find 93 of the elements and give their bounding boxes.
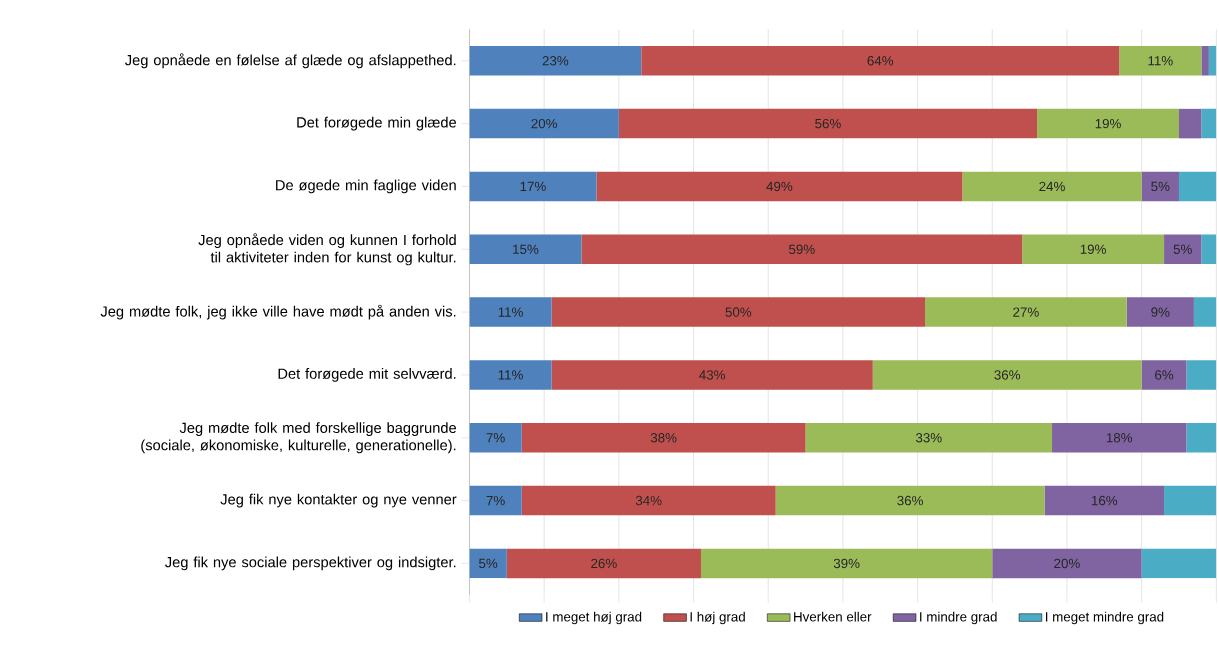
data-label: 6% (1155, 370, 1174, 380)
bar (1022, 234, 1165, 265)
data-label: 16% (1091, 496, 1118, 506)
bar (700, 548, 993, 579)
bar (469, 360, 552, 390)
bar (1141, 548, 1217, 579)
bar (1037, 109, 1179, 139)
bar (618, 109, 1038, 139)
bar (1052, 423, 1187, 453)
bar (1178, 109, 1202, 139)
bar (469, 423, 522, 453)
bar (551, 297, 926, 328)
y-tick-label: Jeg fik nye sociale perspektiver og indsigter. (165, 556, 456, 571)
data-label: 24% (1039, 181, 1065, 192)
legend-label: I meget høj grad (546, 611, 642, 625)
bar (872, 360, 1142, 390)
data-label: 9% (1151, 307, 1170, 318)
data-label: 19% (1095, 119, 1121, 129)
bar (581, 234, 1023, 265)
data-label: 23% (542, 56, 569, 66)
data-label: 17% (520, 182, 546, 192)
bar (1186, 360, 1217, 390)
data-label: 20% (531, 119, 558, 129)
legend-label: I meget mindre grad (1046, 611, 1164, 625)
y-tick-label: Jeg fik nye kontakter og nye venner (220, 494, 457, 508)
data-label: 18% (1106, 433, 1133, 443)
data-label: 11% (1148, 56, 1173, 66)
data-label: 11% (498, 307, 523, 318)
data-label: 27% (1013, 307, 1039, 318)
data-label: 15% (513, 244, 539, 255)
y-tick-label: Det forøgede mit selvværd. (278, 368, 456, 382)
bar (1201, 109, 1217, 139)
data-label: 26% (591, 558, 617, 569)
data-label: 5% (1173, 244, 1192, 255)
legend-label: I mindre grad (920, 611, 997, 625)
bar (1126, 297, 1194, 328)
bar (641, 46, 1120, 76)
bar (1201, 46, 1209, 76)
data-label: 34% (635, 496, 662, 506)
y-tick-label: Jeg opnåede viden og kunnen I forhold til aktiviteter inden for kunst og kultur. (198, 233, 456, 266)
bar (992, 548, 1142, 579)
bar (775, 486, 1045, 516)
legend-label: I høj grad (690, 611, 745, 625)
y-tick-label: Jeg mødte folk, jeg ikke ville have mødt på anden vis. (100, 304, 456, 320)
bar (469, 486, 522, 516)
bar (1119, 46, 1202, 76)
bar (1201, 234, 1217, 265)
bar (962, 171, 1142, 202)
data-label: 38% (650, 433, 677, 443)
bar (1044, 486, 1165, 516)
data-label: 39% (833, 558, 860, 569)
data-label: 7% (486, 433, 505, 443)
data-label: 33% (915, 433, 942, 443)
data-label: 50% (725, 307, 752, 318)
data-label: 20% (1054, 558, 1080, 569)
data-label: 56% (815, 119, 841, 129)
y-tick-label: Jeg mødte folk med forskellige baggrunde (sociale, økonomiske, kulturelle, generationelle). (141, 422, 457, 454)
data-label: 5% (1151, 181, 1170, 192)
bar (1178, 171, 1217, 202)
data-label: 36% (897, 496, 923, 506)
bar (1208, 46, 1217, 76)
bar (1164, 234, 1202, 265)
bar (469, 46, 642, 76)
data-label: 59% (789, 244, 815, 255)
bar (521, 486, 776, 516)
bar (596, 171, 963, 202)
bar (805, 423, 1053, 453)
legend-label: Hverken eller (794, 611, 872, 622)
y-tick-label: Det forøgede min glæde (297, 117, 457, 131)
bar (925, 297, 1127, 328)
bar (469, 171, 597, 202)
y-tick-label: De øgede min faglige viden (276, 179, 456, 194)
bar (469, 297, 552, 328)
bar (551, 360, 873, 390)
data-label: 5% (479, 558, 498, 569)
data-label: 64% (867, 56, 894, 66)
data-label: 49% (766, 181, 793, 192)
y-tick-label: Jeg opnåede en følelse af glæde og afslappethed. (125, 53, 456, 69)
data-label: 11% (498, 370, 523, 380)
bar (506, 548, 701, 579)
bar (1141, 360, 1187, 390)
bar (469, 234, 582, 265)
bar (469, 548, 507, 579)
bar (1141, 171, 1179, 202)
bar (1193, 297, 1217, 328)
bar (521, 423, 806, 453)
bar (469, 109, 619, 139)
data-label: 7% (486, 496, 505, 506)
bar (1186, 423, 1217, 453)
data-label: 36% (994, 370, 1021, 380)
data-label: 43% (699, 370, 726, 380)
data-label: 19% (1080, 244, 1106, 255)
bar (1164, 486, 1217, 516)
